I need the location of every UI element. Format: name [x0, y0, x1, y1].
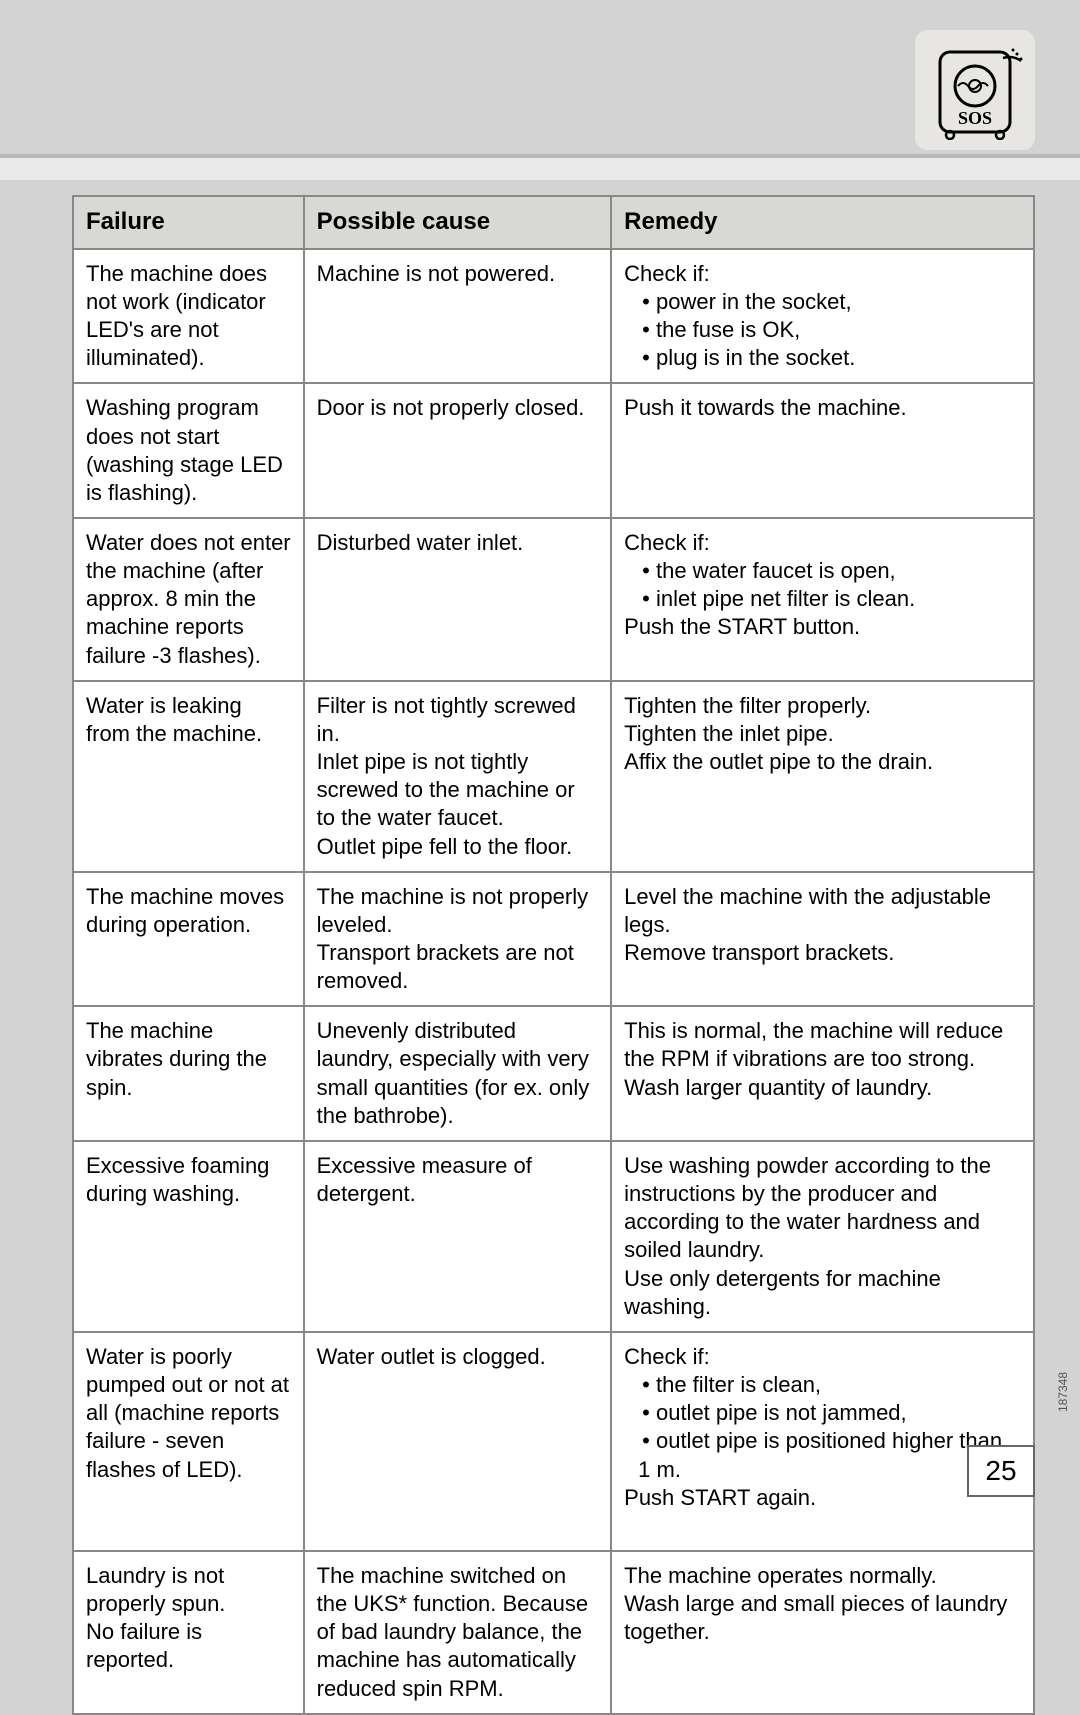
remedy-cell: This is normal, the machine will reduce …: [611, 1006, 1034, 1141]
remedy-cell: Check if:the water faucet is open,inlet …: [611, 518, 1034, 681]
table-header-row: Failure Possible cause Remedy: [73, 196, 1034, 249]
table-row: The machine moves during operation.The m…: [73, 872, 1034, 1007]
failure-cell: Water is poorly pumped out or not at all…: [73, 1332, 304, 1551]
failure-cell: Excessive foaming during washing.: [73, 1141, 304, 1332]
svg-text:SOS: SOS: [958, 108, 992, 128]
side-code: 187348: [1056, 1372, 1070, 1412]
table-row: Excessive foaming during washing.Excessi…: [73, 1141, 1034, 1332]
remedy-cell: The machine operates normally.Wash large…: [611, 1551, 1034, 1714]
troubleshoot-table: Failure Possible cause Remedy The machin…: [72, 195, 1035, 1715]
remedy-cell: Use washing powder according to the inst…: [611, 1141, 1034, 1332]
table-row: Water is leaking from the machine.Filter…: [73, 681, 1034, 872]
failure-cell: Washing program does not start (washing …: [73, 383, 304, 518]
page-number: 25: [967, 1445, 1035, 1497]
remedy-cell: Level the machine with the adjustable le…: [611, 872, 1034, 1007]
page-number-value: 25: [985, 1455, 1016, 1487]
cause-cell: Door is not properly closed.: [304, 383, 612, 518]
cause-cell: Unevenly distributed laundry, especially…: [304, 1006, 612, 1141]
header-failure: Failure: [73, 196, 304, 249]
remedy-cell: Push it towards the machine.: [611, 383, 1034, 518]
cause-cell: Water outlet is clogged.: [304, 1332, 612, 1551]
failure-cell: Water does not enter the machine (after …: [73, 518, 304, 681]
cause-cell: Disturbed water inlet.: [304, 518, 612, 681]
table-row: Laundry is not properly spun.No failure …: [73, 1551, 1034, 1714]
header-band-light: [0, 158, 1080, 180]
table-row: The machine does not work (indicator LED…: [73, 249, 1034, 384]
cause-cell: The machine switched on the UKS* functio…: [304, 1551, 612, 1714]
cause-cell: Filter is not tightly screwed in.Inlet p…: [304, 681, 612, 872]
header-remedy: Remedy: [611, 196, 1034, 249]
failure-cell: The machine vibrates during the spin.: [73, 1006, 304, 1141]
failure-cell: The machine does not work (indicator LED…: [73, 249, 304, 384]
cause-cell: Excessive measure of detergent.: [304, 1141, 612, 1332]
remedy-cell: Tighten the filter properly.Tighten the …: [611, 681, 1034, 872]
failure-cell: Laundry is not properly spun.No failure …: [73, 1551, 304, 1714]
header-cause: Possible cause: [304, 196, 612, 249]
table-row: The machine vibrates during the spin.Une…: [73, 1006, 1034, 1141]
table-row: Water is poorly pumped out or not at all…: [73, 1332, 1034, 1551]
washing-machine-sos-icon: SOS: [915, 30, 1035, 150]
remedy-cell: Check if:power in the socket,the fuse is…: [611, 249, 1034, 384]
remedy-cell: Check if:the filter is clean,outlet pipe…: [611, 1332, 1034, 1551]
failure-cell: Water is leaking from the machine.: [73, 681, 304, 872]
table-row: Water does not enter the machine (after …: [73, 518, 1034, 681]
cause-cell: The machine is not properly leveled.Tran…: [304, 872, 612, 1007]
cause-cell: Machine is not powered.: [304, 249, 612, 384]
table-row: Washing program does not start (washing …: [73, 383, 1034, 518]
failure-cell: The machine moves during operation.: [73, 872, 304, 1007]
